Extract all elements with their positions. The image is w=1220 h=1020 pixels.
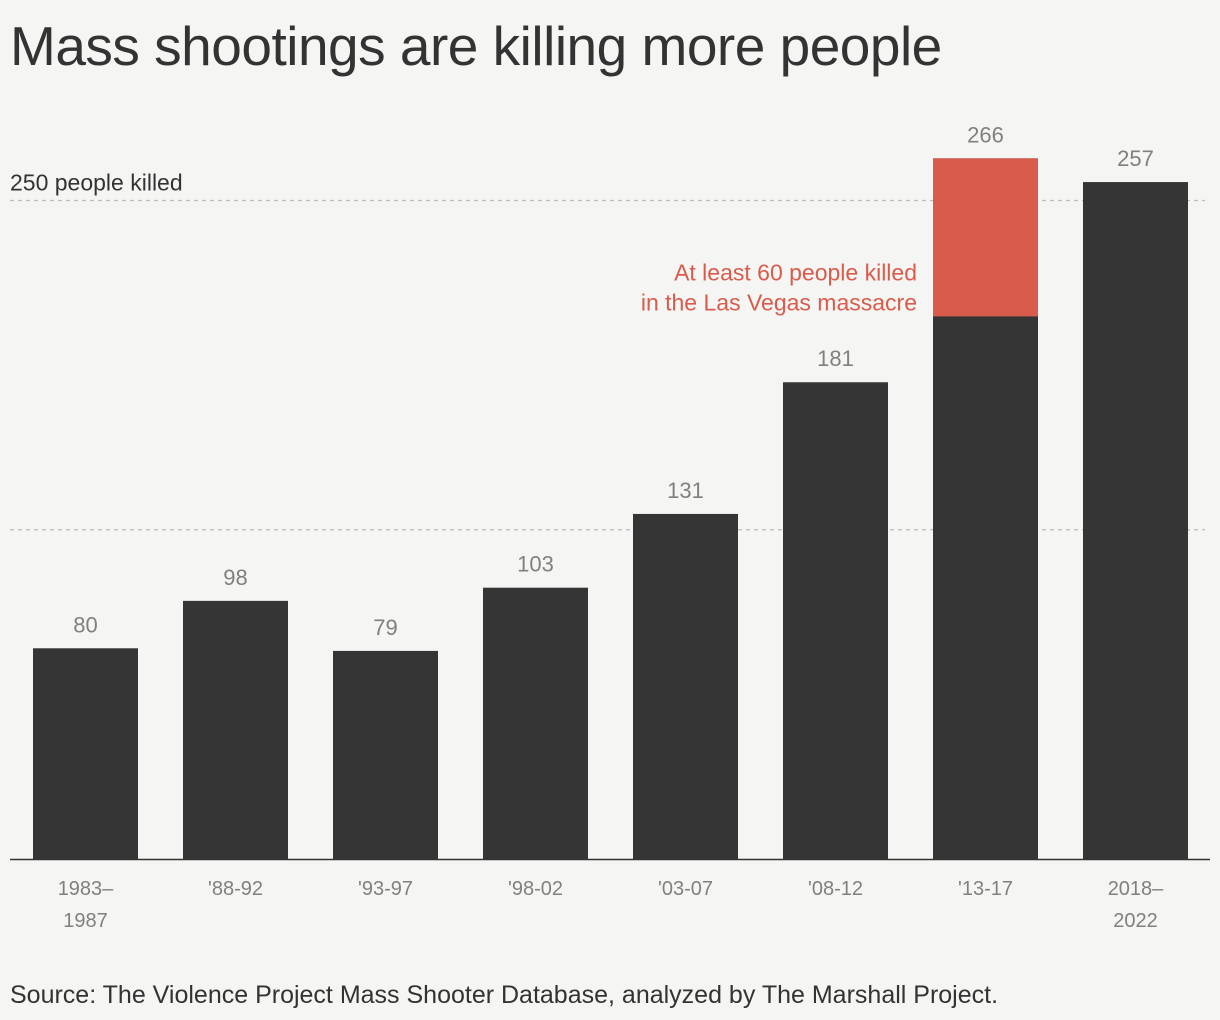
bar-7: [1083, 182, 1188, 859]
value-label-7: 257: [1117, 146, 1154, 171]
category-label-4: '03-07: [658, 878, 713, 900]
category-label-3: '98-02: [508, 878, 563, 900]
bar-chart: 250 people killed 80 1983– 1987 98 '88-92 79 '9…: [10, 122, 1210, 932]
category-label-2: '93-97: [358, 878, 413, 900]
source-note: Source: The Violence Project Mass Shoote…: [10, 981, 999, 1009]
highlight-annotation-line: At least 60 people killed: [674, 259, 917, 285]
bar-4: [633, 513, 738, 859]
bar-5: [783, 382, 888, 859]
value-label-2: 79: [373, 615, 397, 640]
category-label-0: 1987: [63, 910, 108, 932]
bar-0: [33, 648, 138, 859]
highlight-annotation-line: in the Las Vegas massacre: [641, 289, 917, 315]
label-layer: 250 people killed 80 1983– 1987 98 '88-92 79 '9…: [10, 122, 1164, 932]
highlight-segment: [933, 158, 1038, 317]
category-label-0: 1983–: [58, 878, 114, 900]
gridline-label: 250 people killed: [10, 170, 183, 196]
category-label-1: '88-92: [208, 878, 263, 900]
value-label-4: 131: [667, 478, 704, 503]
bar-2: [333, 650, 438, 859]
value-label-5: 181: [817, 346, 854, 371]
bar-3: [483, 587, 588, 859]
category-label-5: '08-12: [808, 878, 863, 900]
category-label-6: '13-17: [958, 878, 1013, 900]
value-label-0: 80: [73, 612, 97, 637]
value-label-3: 103: [517, 552, 554, 577]
category-label-7: 2022: [1113, 910, 1158, 932]
value-label-1: 98: [223, 565, 247, 590]
bar-1: [183, 600, 288, 859]
category-label-7: 2018–: [1108, 878, 1164, 900]
bar-layer: [10, 158, 1210, 861]
chart-title: Mass shootings are killing more people: [10, 15, 942, 77]
value-label-6: 266: [967, 122, 1004, 147]
